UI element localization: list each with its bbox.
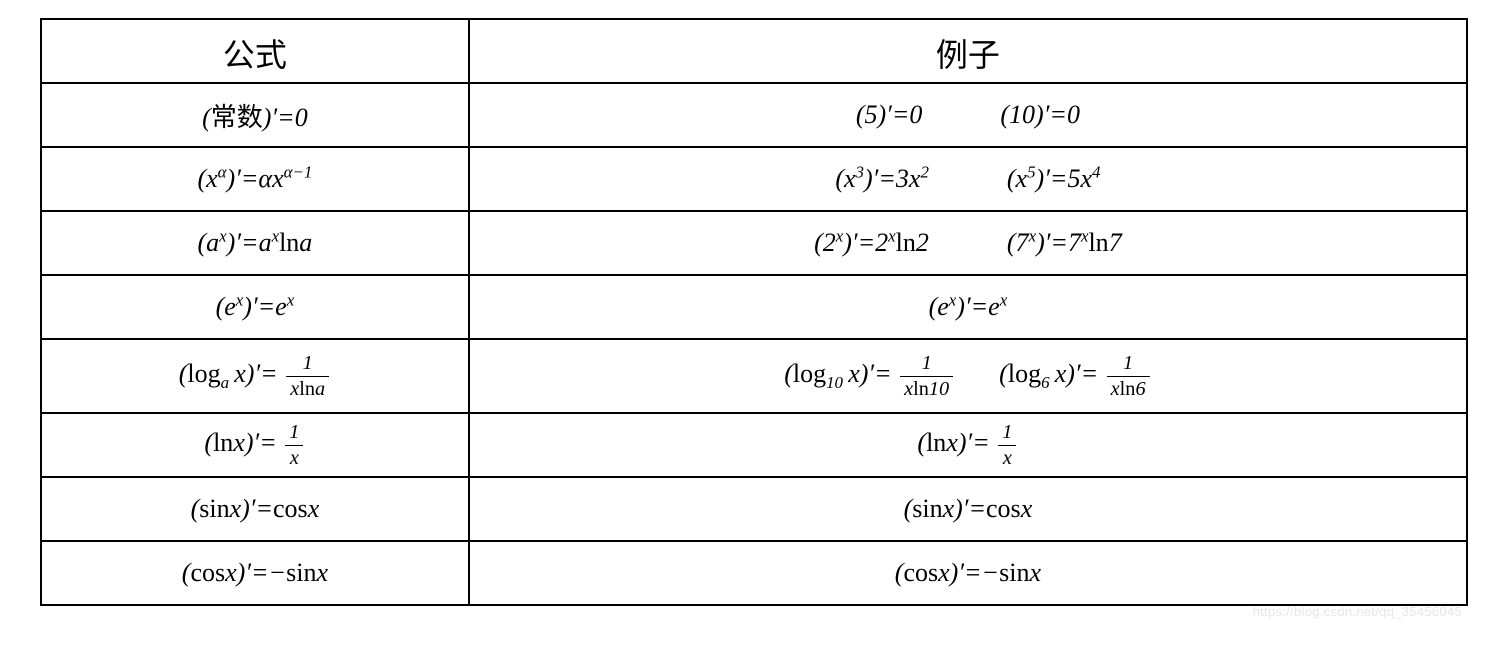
- cell-formula: (cosx)′=−sinx: [41, 541, 469, 605]
- table-row: (loga x)′= 1xlna(log10 x)′= 1xln10(log6 …: [41, 339, 1467, 413]
- table-row: (xα)′=αxα−1(x3)′=3x2(x5)′=5x4: [41, 147, 1467, 211]
- table-row: (lnx)′= 1x(lnx)′= 1x: [41, 413, 1467, 477]
- cell-example: (x3)′=3x2(x5)′=5x4: [469, 147, 1467, 211]
- table-row: (常数)′=0(5)′=0(10)′=0: [41, 83, 1467, 147]
- table-row: (ax)′=axlna(2x)′=2xln2(7x)′=7xln7: [41, 211, 1467, 275]
- column-header-formula: 公式: [41, 19, 469, 83]
- derivative-table: 公式 例子 (常数)′=0(5)′=0(10)′=0(xα)′=αxα−1(x3…: [40, 18, 1468, 606]
- table-header-row: 公式 例子: [41, 19, 1467, 83]
- table-body: (常数)′=0(5)′=0(10)′=0(xα)′=αxα−1(x3)′=3x2…: [41, 83, 1467, 605]
- cell-formula: (xα)′=αxα−1: [41, 147, 469, 211]
- cell-example: (ex)′=ex: [469, 275, 1467, 339]
- cell-example: (5)′=0(10)′=0: [469, 83, 1467, 147]
- cell-formula: (常数)′=0: [41, 83, 469, 147]
- cell-example: (2x)′=2xln2(7x)′=7xln7: [469, 211, 1467, 275]
- cell-formula: (sinx)′=cosx: [41, 477, 469, 541]
- table-row: (ex)′=ex(ex)′=ex: [41, 275, 1467, 339]
- cell-formula: (lnx)′= 1x: [41, 413, 469, 477]
- cell-example: (sinx)′=cosx: [469, 477, 1467, 541]
- cell-example: (cosx)′=−sinx: [469, 541, 1467, 605]
- cell-formula: (loga x)′= 1xlna: [41, 339, 469, 413]
- cell-formula: (ax)′=axlna: [41, 211, 469, 275]
- cell-example: (log10 x)′= 1xln10(log6 x)′= 1xln6: [469, 339, 1467, 413]
- table-row: (cosx)′=−sinx(cosx)′=−sinx: [41, 541, 1467, 605]
- column-header-example: 例子: [469, 19, 1467, 83]
- watermark-text: https://blog.csdn.net/qq_35456045: [40, 604, 1468, 619]
- cell-formula: (ex)′=ex: [41, 275, 469, 339]
- cell-example: (lnx)′= 1x: [469, 413, 1467, 477]
- table-row: (sinx)′=cosx(sinx)′=cosx: [41, 477, 1467, 541]
